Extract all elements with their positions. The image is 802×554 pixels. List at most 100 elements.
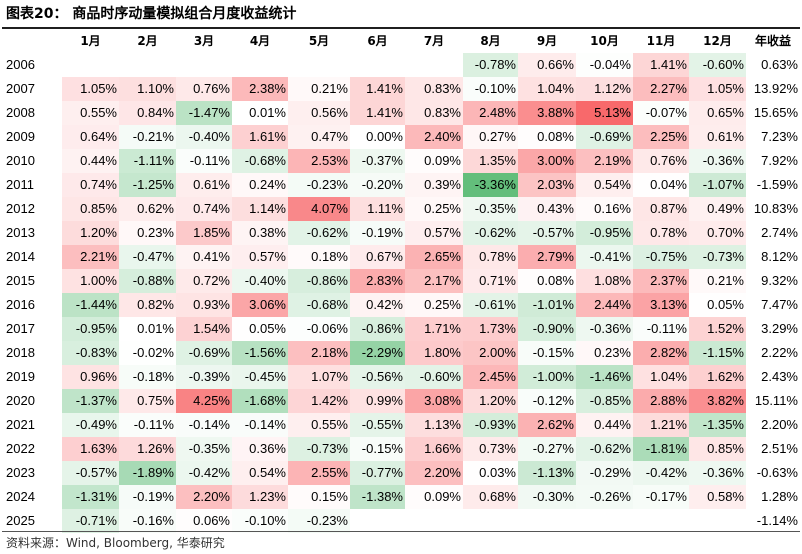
month-return-cell: 0.01% bbox=[119, 317, 176, 341]
month-return-cell: -0.68% bbox=[232, 149, 288, 173]
month-return-cell: -0.30% bbox=[518, 485, 576, 509]
title-rule bbox=[2, 27, 800, 29]
month-return-cell: -1.89% bbox=[119, 461, 176, 485]
month-return-cell: 0.00% bbox=[350, 125, 405, 149]
month-return-cell: -0.23% bbox=[288, 509, 350, 533]
annual-return-cell: 10.83% bbox=[753, 201, 798, 216]
month-return-cell: 1.41% bbox=[350, 77, 405, 101]
month-return-cell: 2.83% bbox=[350, 269, 405, 293]
column-header: 11月 bbox=[646, 34, 676, 48]
month-return-cell: 0.23% bbox=[576, 341, 633, 365]
month-return-cell: -0.37% bbox=[350, 149, 405, 173]
month-return-cell: -0.36% bbox=[576, 317, 633, 341]
month-return-cell bbox=[633, 509, 689, 533]
month-return-cell: -0.60% bbox=[689, 53, 746, 77]
month-return-cell: 0.78% bbox=[463, 245, 518, 269]
table-row: 2013 1.20% 0.23% 1.85% 0.38% -0.62% -0.19% 0.57… bbox=[0, 221, 802, 245]
month-return-cell: 2.19% bbox=[576, 149, 633, 173]
month-return-cell: -0.15% bbox=[350, 437, 405, 461]
month-return-cell: 0.85% bbox=[689, 437, 746, 461]
column-header: 7月 bbox=[423, 34, 445, 48]
month-return-cell: 0.16% bbox=[576, 197, 633, 221]
month-return-cell: -1.44% bbox=[62, 293, 119, 317]
year-label: 2009 bbox=[6, 129, 35, 144]
month-return-cell: -1.01% bbox=[518, 293, 576, 317]
month-return-cell: -0.07% bbox=[633, 101, 689, 125]
month-return-cell: 0.38% bbox=[232, 221, 288, 245]
table-row: 2009 0.64% -0.21% -0.40% 1.61% 0.47% 0.00% 2.40… bbox=[0, 125, 802, 149]
column-header: 10月 bbox=[590, 34, 619, 48]
month-return-cell: 0.09% bbox=[405, 149, 463, 173]
month-return-cell: -0.40% bbox=[176, 125, 232, 149]
month-return-cell bbox=[405, 509, 463, 533]
month-return-cell: 0.78% bbox=[633, 221, 689, 245]
annual-return-cell: 15.65% bbox=[753, 105, 798, 120]
month-return-cell: 1.05% bbox=[62, 77, 119, 101]
month-return-cell: 0.27% bbox=[463, 125, 518, 149]
month-return-cell: -0.10% bbox=[463, 77, 518, 101]
month-return-cell: 2.79% bbox=[518, 245, 576, 269]
month-return-cell: 0.21% bbox=[288, 77, 350, 101]
month-return-cell: 2.44% bbox=[576, 293, 633, 317]
month-return-cell: -0.95% bbox=[62, 317, 119, 341]
month-return-cell: 0.64% bbox=[62, 125, 119, 149]
month-return-cell: 0.57% bbox=[232, 245, 288, 269]
month-return-cell: 5.13% bbox=[576, 101, 633, 125]
table-row: 2018 -0.83% -0.02% -0.69% -1.56% 2.18% -2.29% 1… bbox=[0, 341, 802, 365]
month-return-cell: 2.25% bbox=[633, 125, 689, 149]
month-return-cell: 1.26% bbox=[119, 437, 176, 461]
month-return-cell: 4.07% bbox=[288, 197, 350, 221]
table-row: 2008 0.55% 0.84% -1.47% 0.01% 0.56% 1.41% 0.83%… bbox=[0, 101, 802, 125]
figure-title: 图表20： 商品时序动量模拟组合月度收益统计 bbox=[6, 6, 297, 22]
month-return-cell: 0.05% bbox=[689, 293, 746, 317]
month-return-cell: 0.84% bbox=[119, 101, 176, 125]
month-return-cell: 1.20% bbox=[463, 389, 518, 413]
month-return-cell: 3.82% bbox=[689, 389, 746, 413]
month-return-cell: 3.13% bbox=[633, 293, 689, 317]
month-return-cell bbox=[62, 53, 119, 77]
table-row: 2020 -1.37% 0.75% 4.25% -1.68% 1.42% 0.99% 3.08… bbox=[0, 389, 802, 413]
year-label: 2016 bbox=[6, 297, 35, 312]
month-return-cell: 0.72% bbox=[176, 269, 232, 293]
table-row: 2021 -0.49% -0.11% -0.14% -0.14% 0.55% -0.55% 1… bbox=[0, 413, 802, 437]
month-return-cell: 0.87% bbox=[633, 197, 689, 221]
month-return-cell: 2.40% bbox=[405, 125, 463, 149]
month-return-cell: 1.41% bbox=[350, 101, 405, 125]
month-return-cell: -0.23% bbox=[288, 173, 350, 197]
month-return-cell: -0.19% bbox=[119, 485, 176, 509]
month-return-cell: -0.73% bbox=[288, 437, 350, 461]
month-return-cell: 1.35% bbox=[463, 149, 518, 173]
annual-return-cell: 2.22% bbox=[761, 345, 798, 360]
annual-return-cell: 0.63% bbox=[761, 57, 798, 72]
month-return-cell: 4.25% bbox=[176, 389, 232, 413]
month-return-cell: 1.12% bbox=[576, 77, 633, 101]
annual-return-cell: 2.74% bbox=[761, 225, 798, 240]
column-header: 8月 bbox=[480, 34, 501, 48]
month-return-cell: 0.56% bbox=[288, 101, 350, 125]
month-return-cell: 0.39% bbox=[405, 173, 463, 197]
month-return-cell: -0.69% bbox=[576, 125, 633, 149]
month-return-cell: 0.96% bbox=[62, 365, 119, 389]
column-header: 5月 bbox=[308, 34, 330, 48]
month-return-cell: -0.14% bbox=[232, 413, 288, 437]
year-label: 2007 bbox=[6, 81, 35, 96]
month-return-cell bbox=[350, 53, 405, 77]
table-row: 2025 -0.71% -0.16% 0.06% -0.10% -0.23% -1.14% bbox=[0, 509, 802, 533]
month-return-cell: -1.47% bbox=[176, 101, 232, 125]
month-return-cell: -0.26% bbox=[576, 485, 633, 509]
month-return-cell: -1.68% bbox=[232, 389, 288, 413]
month-return-cell: 0.83% bbox=[405, 101, 463, 125]
annual-return-cell: -1.59% bbox=[756, 177, 798, 192]
month-return-cell: 3.08% bbox=[405, 389, 463, 413]
table-row: 2016 -1.44% 0.82% 0.93% 3.06% -0.68% 0.42% 0.25… bbox=[0, 293, 802, 317]
month-return-cell: -0.62% bbox=[288, 221, 350, 245]
month-return-cell: -0.10% bbox=[232, 509, 288, 533]
month-return-cell: 0.42% bbox=[350, 293, 405, 317]
month-return-cell: 0.65% bbox=[689, 101, 746, 125]
month-return-cell: 0.05% bbox=[232, 317, 288, 341]
month-return-cell: -1.07% bbox=[689, 173, 746, 197]
month-return-cell: -0.35% bbox=[463, 197, 518, 221]
annual-return-cell: 3.29% bbox=[761, 321, 798, 336]
month-return-cell: -0.16% bbox=[119, 509, 176, 533]
month-return-cell: -0.36% bbox=[689, 149, 746, 173]
